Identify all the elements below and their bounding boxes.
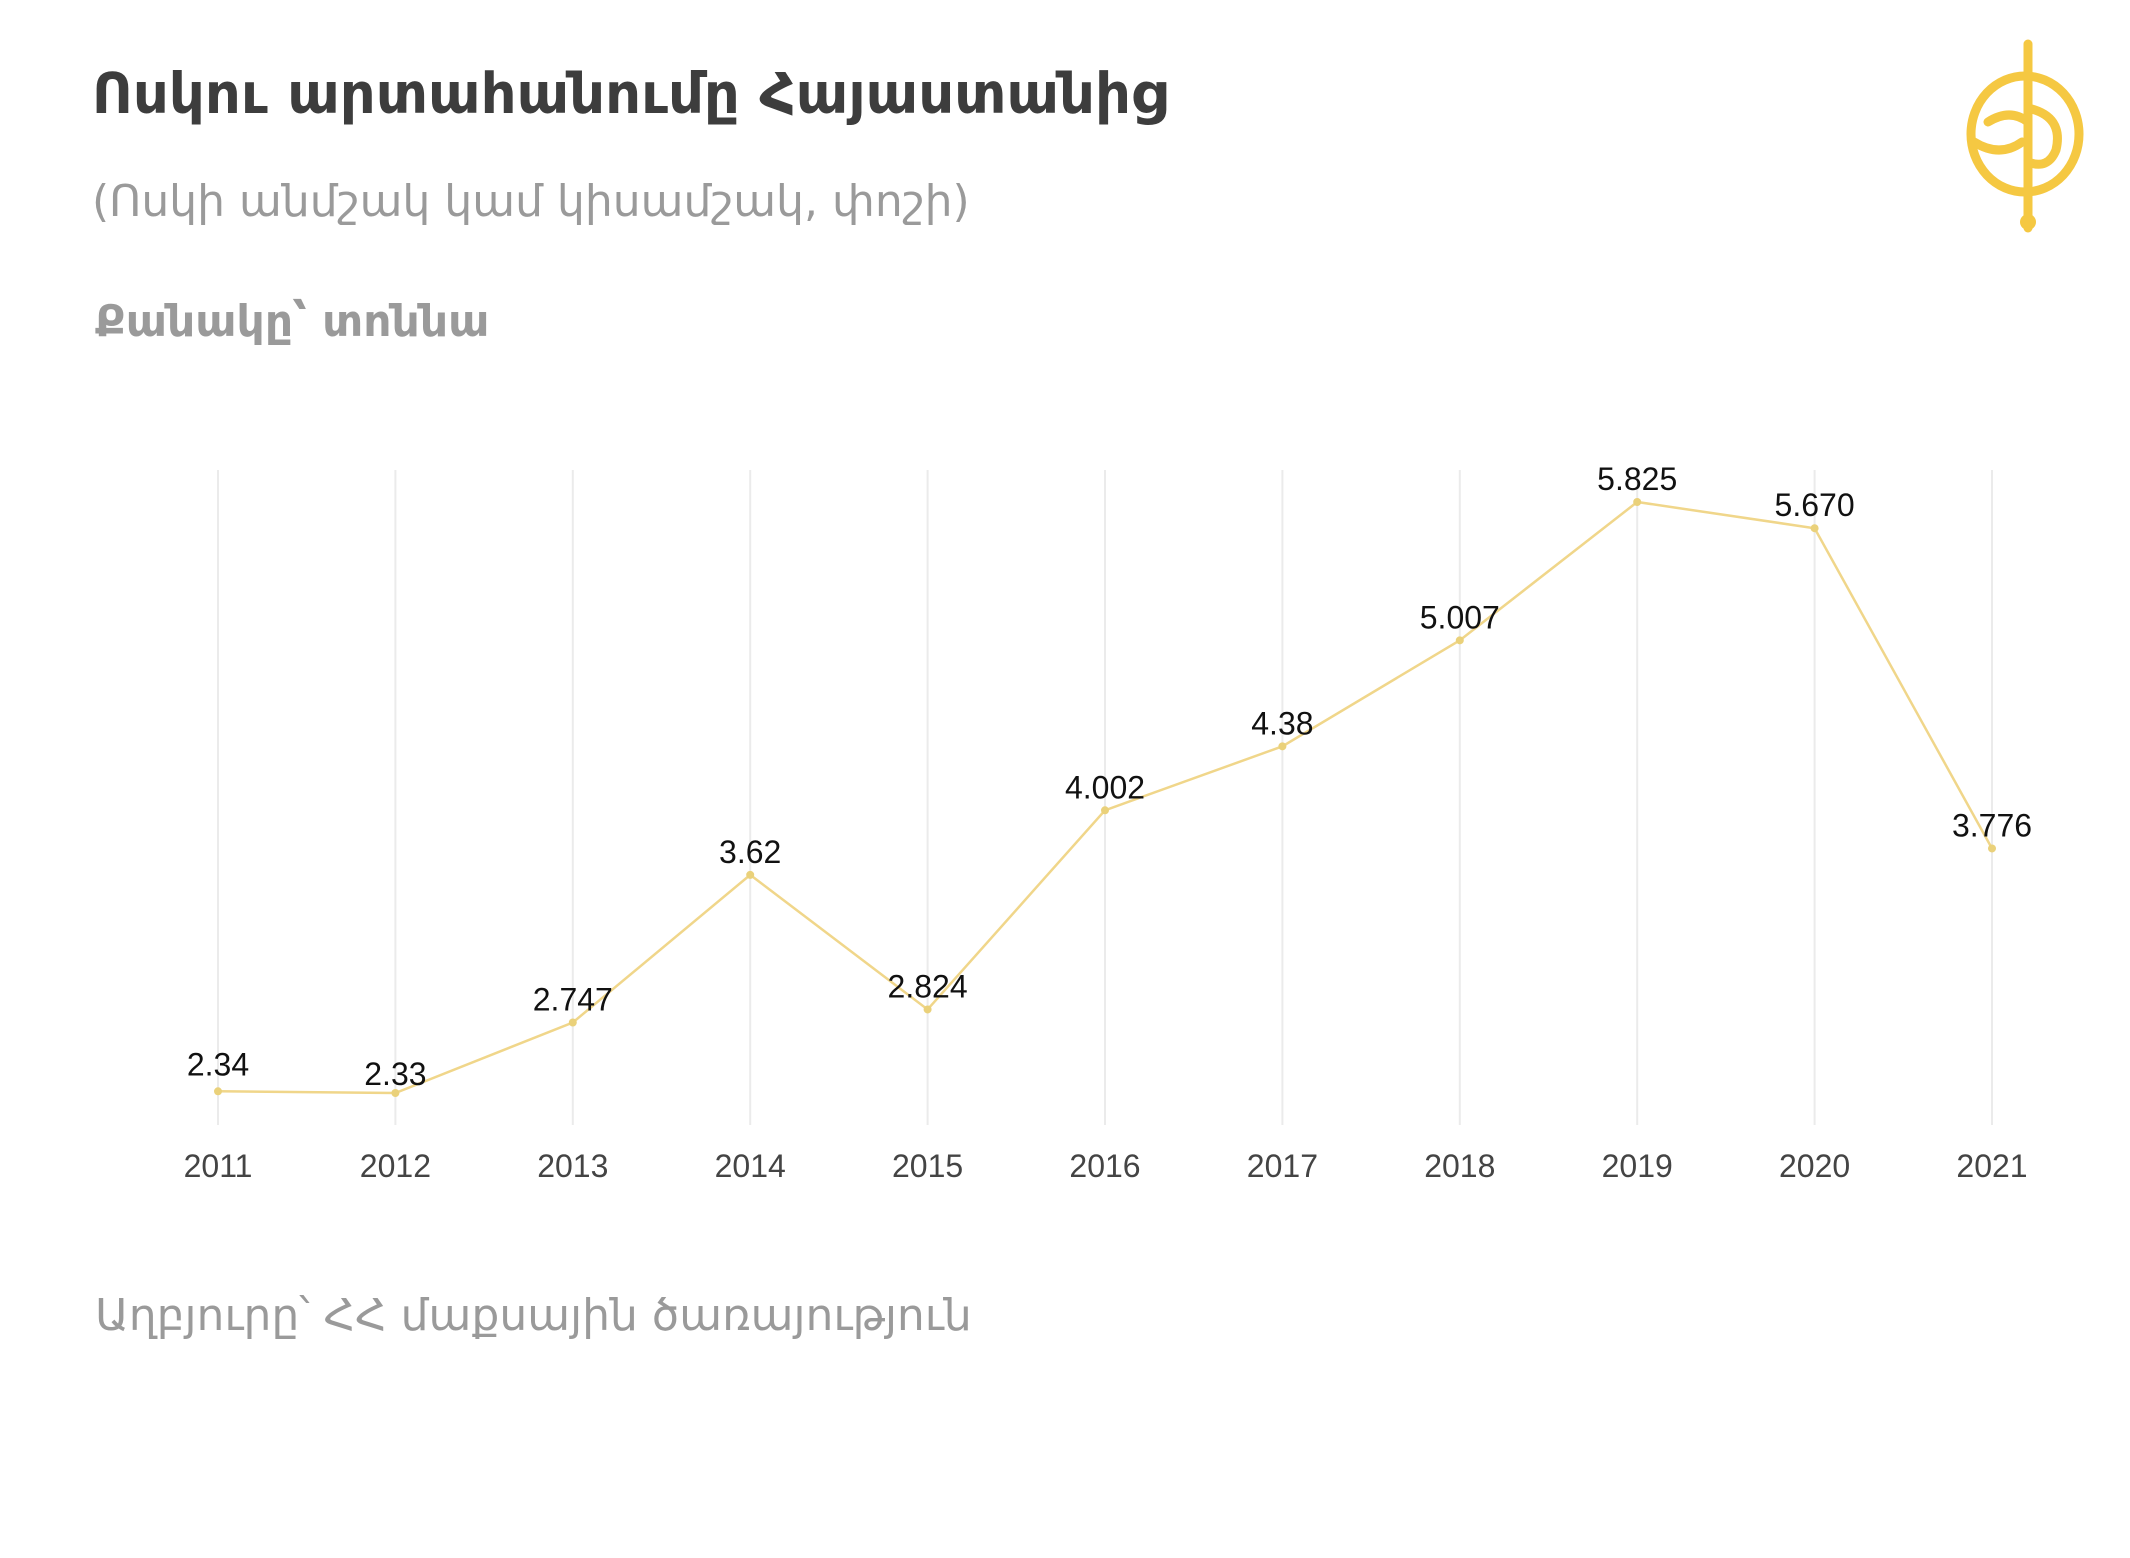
x-tick-label-2017: 2017	[1247, 1148, 1318, 1184]
data-label-2016: 4.002	[1065, 769, 1145, 805]
x-tick-label-2019: 2019	[1602, 1148, 1673, 1184]
data-point-2014	[746, 870, 755, 879]
data-label-2017: 4.38	[1251, 705, 1313, 741]
unit-label: Քանակը՝ տոննա	[95, 296, 490, 347]
data-label-2015: 2.824	[888, 968, 968, 1004]
chart-subtitle: (Ոսկի անմշակ կամ կիսամշակ, փոշի)	[92, 176, 970, 227]
x-tick-label-2012: 2012	[360, 1148, 431, 1184]
x-tick-label-2016: 2016	[1069, 1148, 1140, 1184]
x-tick-label-2021: 2021	[1956, 1148, 2027, 1184]
data-point-2016	[1101, 806, 1109, 815]
x-tick-label-2015: 2015	[892, 1148, 963, 1184]
data-point-2011	[214, 1087, 222, 1096]
data-point-2012	[391, 1089, 400, 1097]
data-point-2013	[568, 1018, 577, 1027]
data-label-2013: 2.747	[533, 981, 613, 1017]
data-point-2020	[1810, 524, 1819, 533]
data-label-2019: 5.825	[1597, 461, 1677, 497]
data-point-2015	[923, 1005, 932, 1014]
data-label-2014: 3.62	[719, 834, 781, 870]
data-point-2021	[1988, 844, 1996, 853]
data-label-2020: 5.670	[1775, 487, 1855, 523]
data-label-2012: 2.33	[364, 1056, 426, 1092]
data-label-2018: 5.007	[1420, 599, 1500, 635]
data-label-2011: 2.34	[187, 1046, 249, 1082]
x-tick-label-2020: 2020	[1779, 1148, 1850, 1184]
x-tick-label-2011: 2011	[184, 1148, 253, 1184]
data-point-2017	[1278, 742, 1287, 751]
data-point-2019	[1633, 498, 1642, 506]
x-tick-label-2013: 2013	[537, 1148, 608, 1184]
gold-emblem-icon	[1966, 39, 2084, 233]
data-label-2021: 3.776	[1952, 807, 2032, 843]
chart-title: Ոսկու արտահանումը Հայաստանից	[92, 62, 1168, 127]
source-note: Աղբյուրը՝ ՀՀ մաքսային ծառայություն	[95, 1290, 972, 1341]
x-tick-label-2014: 2014	[715, 1148, 786, 1184]
data-point-2018	[1455, 636, 1464, 645]
x-tick-label-2018: 2018	[1424, 1148, 1495, 1184]
